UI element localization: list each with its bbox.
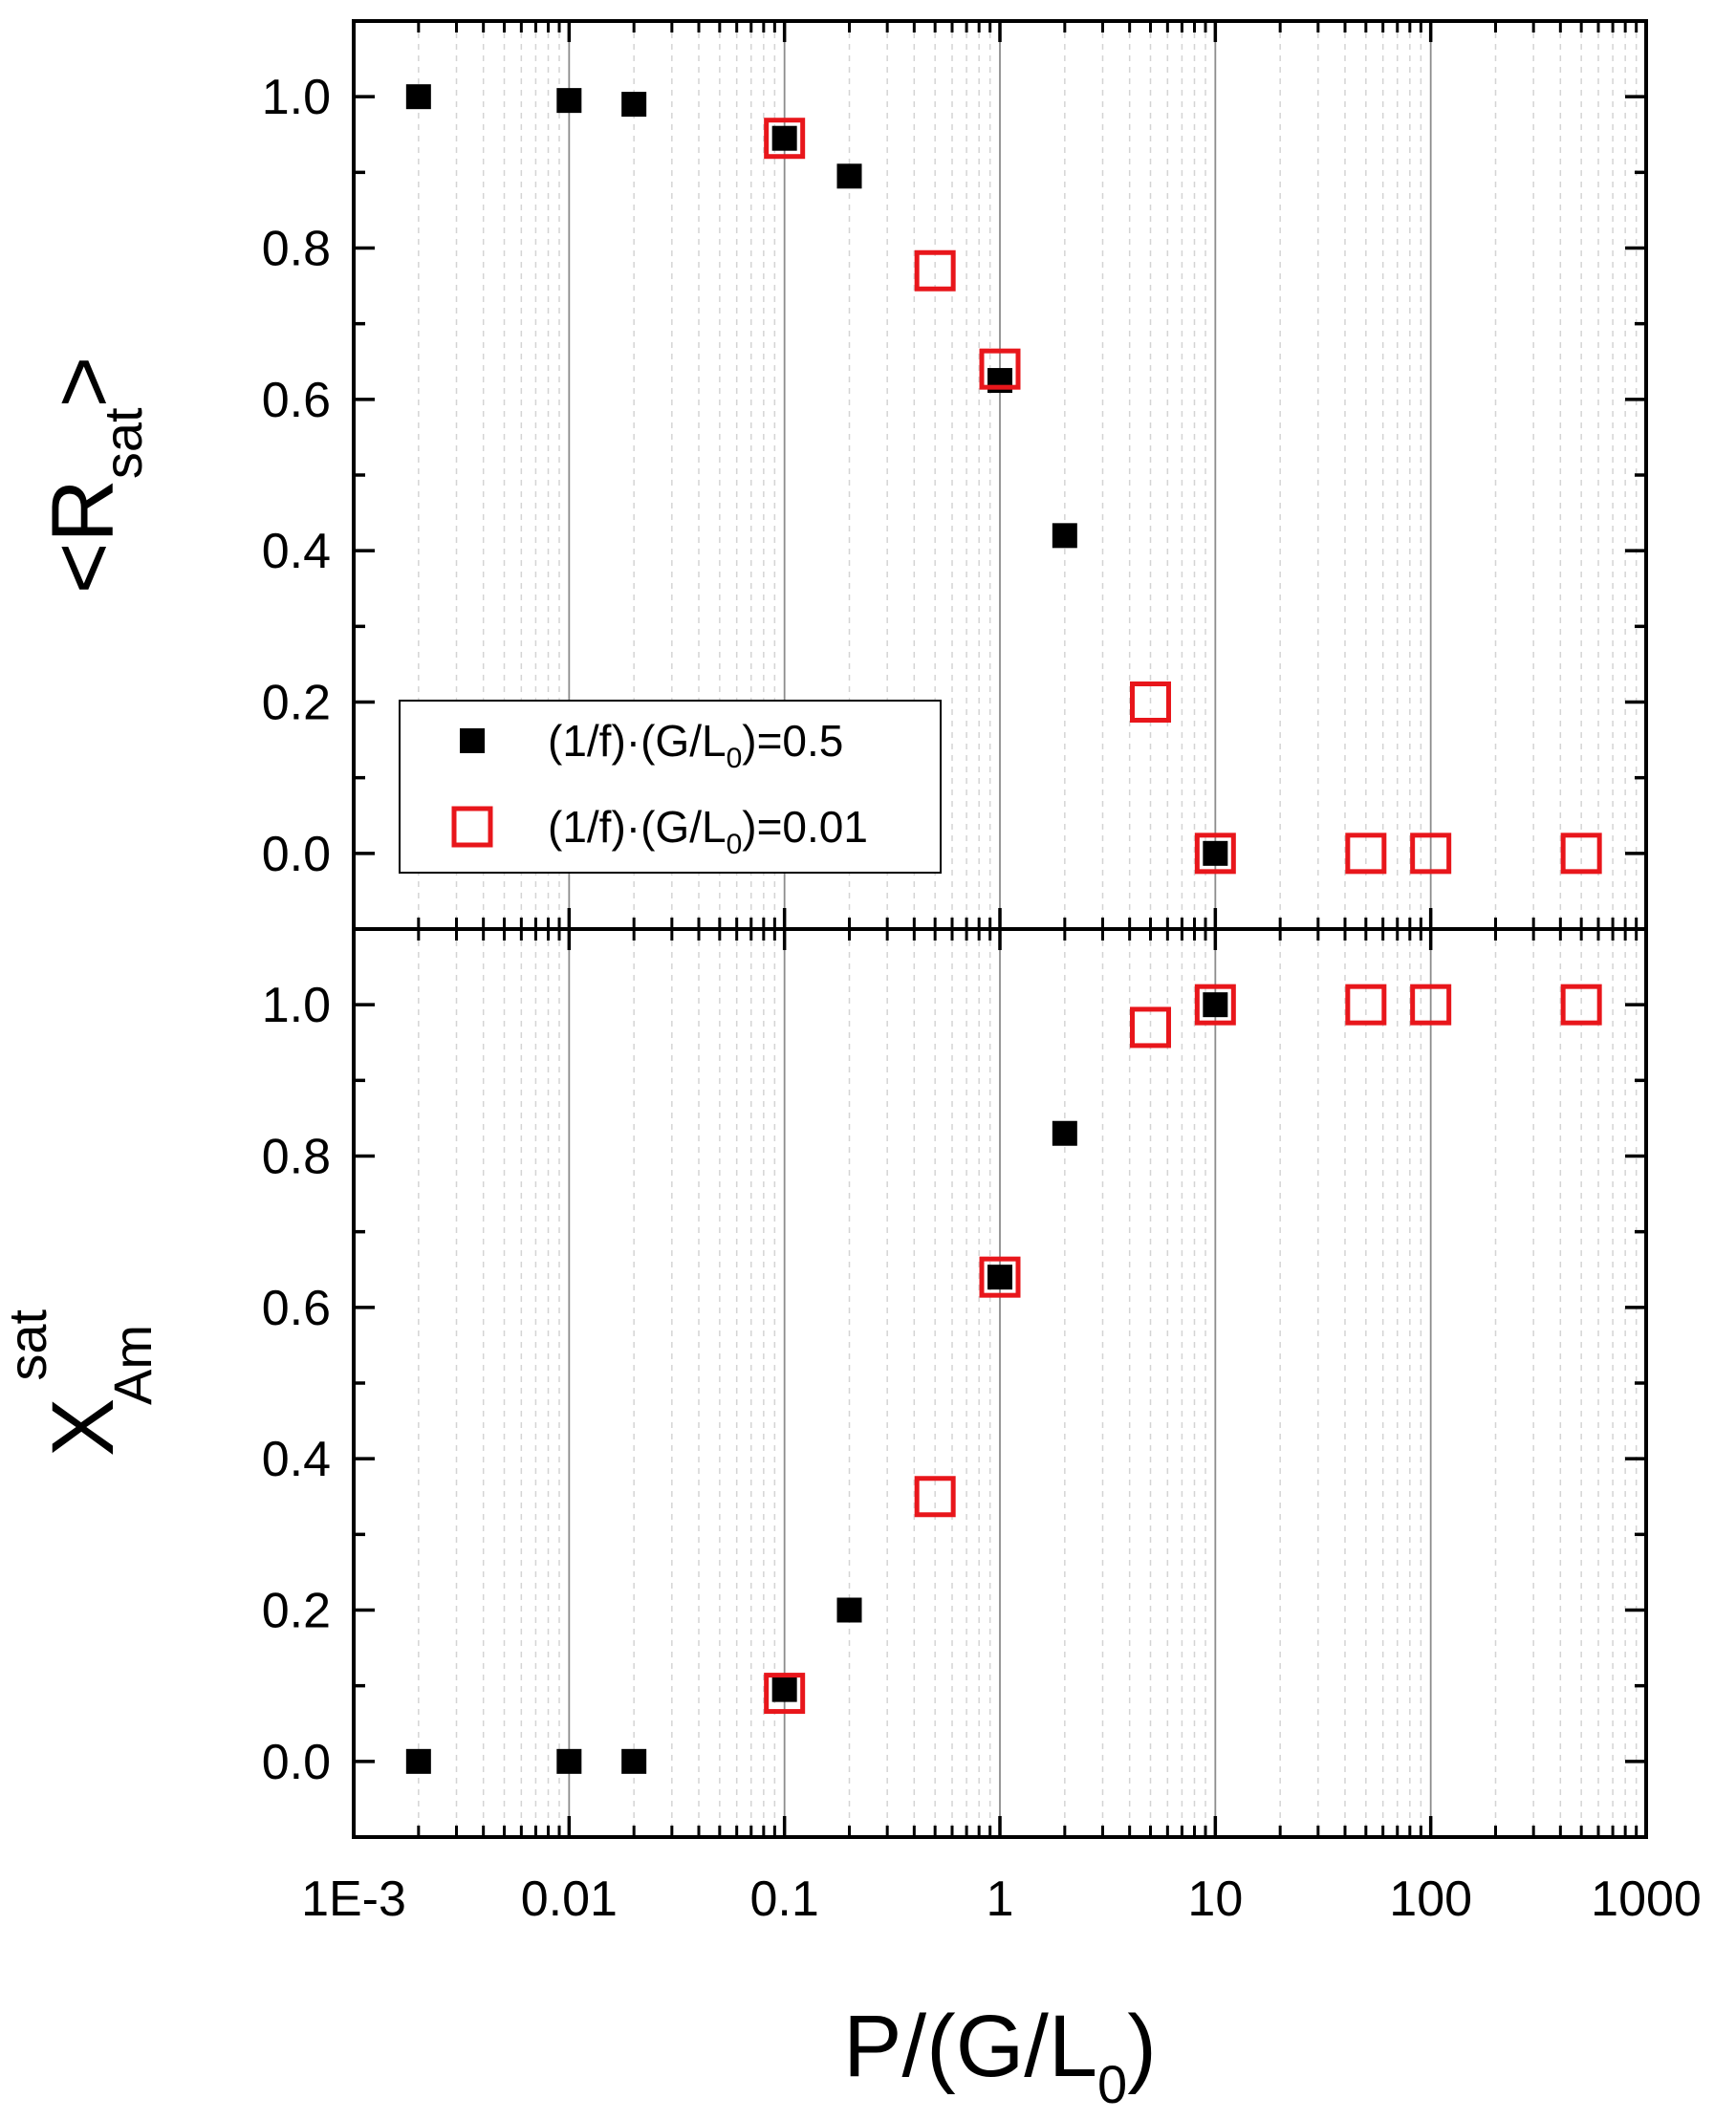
y-axis-title-end: > [34, 357, 132, 408]
y-tick-label: 0.0 [262, 1735, 331, 1790]
y-axis-title-sub: Am [102, 1325, 163, 1405]
data-point-s1 [621, 1748, 647, 1774]
data-point-s2 [764, 1673, 806, 1715]
x-tick-label: 10 [1187, 1871, 1243, 1927]
x-axis-title-main: P/(G/L [843, 1998, 1097, 2095]
x-tick-label: 100 [1389, 1871, 1472, 1927]
y-tick-label: 0.8 [262, 222, 331, 277]
data-point-s2 [764, 118, 806, 160]
x-tick-label: 0.1 [750, 1871, 819, 1927]
data-point-s2 [1410, 984, 1452, 1026]
data-point-s1 [1203, 840, 1228, 866]
data-point-s2 [979, 1256, 1021, 1298]
y-axis-title-top: <Rsat> [34, 357, 153, 595]
y-axis-title-main: <R [34, 479, 132, 594]
y-tick-label: 0.4 [262, 524, 331, 579]
data-point-s2 [1194, 984, 1236, 1026]
legend-label-main: (1/f)·(G/L [548, 802, 727, 852]
label-layer: 0.0 0.2 0.4 0.6 0.8 1.0 0.0 0.2 0.4 0.6 0.8 1.0 1E-3… [262, 70, 1702, 1927]
data-point-s2 [979, 348, 1021, 390]
legend-marker-s2 [451, 806, 493, 848]
x-tick-label: 0.01 [521, 1871, 618, 1927]
data-point-s1 [1052, 1120, 1077, 1146]
legend-label-sub: 0 [727, 829, 743, 860]
data-point-s1 [1052, 523, 1077, 549]
data-point-s2 [914, 249, 956, 292]
x-tick-label: 1000 [1591, 1871, 1702, 1927]
data-point-s1 [987, 1265, 1012, 1290]
data-point-s1 [621, 92, 647, 118]
data-point-s1 [556, 1748, 582, 1774]
x-tick-label: 1E-3 [301, 1871, 406, 1927]
y-tick-label: 0.6 [262, 1281, 331, 1336]
data-point-s2 [1194, 833, 1236, 875]
data-point-s1 [771, 1677, 797, 1702]
data-point-s2 [1130, 681, 1172, 723]
data-point-s1 [556, 88, 582, 114]
axis-titles: <Rsat>Xsat AmP/(G/L0) [0, 357, 1157, 2114]
y-axis-title-main: X [34, 1398, 132, 1457]
y-tick-label: 0.4 [262, 1432, 331, 1487]
y-tick-label: 1.0 [262, 978, 331, 1033]
legend-marker-s1 [460, 728, 485, 753]
y-axis-title-text: <Rsat> [34, 357, 153, 595]
data-point-s1 [836, 163, 862, 189]
x-axis-title-end: ) [1127, 1998, 1157, 2095]
y-axis-title-sub: sat [93, 407, 153, 479]
data-point-s2 [914, 1476, 956, 1518]
data-point-s1 [836, 1597, 862, 1623]
legend-label-end: )=0.01 [742, 802, 868, 852]
legend-label-end: )=0.5 [742, 716, 843, 766]
frame-layer [352, 19, 1648, 1839]
data-point-s1 [771, 125, 797, 151]
y-tick-label: 1.0 [262, 70, 331, 125]
plot-frame-bottom [352, 927, 1648, 1839]
x-tick-label: 1 [987, 1871, 1014, 1927]
y-tick-label: 0.0 [262, 827, 331, 882]
data-point-s2 [1410, 833, 1452, 875]
legend-label-main: (1/f)·(G/L [548, 716, 727, 766]
legend-label-s1: (1/f)·(G/L0)=0.5 [548, 716, 843, 774]
x-axis-title-sub: 0 [1097, 2054, 1127, 2114]
data-point-s2 [1560, 984, 1602, 1026]
y-axis-title-text: Xsat Am [0, 1309, 163, 1458]
marker-layer [405, 84, 1602, 1774]
legend: (1/f)·(G/L0)=0.5(1/f)·(G/L0)=0.01 [399, 700, 942, 874]
data-point-s2 [1345, 984, 1387, 1026]
y-tick-label: 0.2 [262, 676, 331, 731]
y-axis-title-bottom: Xsat Am [0, 1309, 163, 1458]
data-point-s1 [405, 84, 431, 110]
legend-label-s2: (1/f)·(G/L0)=0.01 [548, 802, 868, 860]
y-tick-label: 0.2 [262, 1584, 331, 1639]
data-point-s2 [1345, 833, 1387, 875]
y-tick-label: 0.8 [262, 1130, 331, 1185]
data-point-s1 [1203, 992, 1228, 1018]
y-tick-label: 0.6 [262, 373, 331, 428]
data-point-s1 [405, 1748, 431, 1774]
legend-label-sub: 0 [727, 743, 743, 774]
y-axis-title-sup: sat [0, 1309, 57, 1381]
data-point-s2 [1560, 833, 1602, 875]
x-axis-title: P/(G/L0) [843, 1998, 1157, 2114]
data-point-s2 [1130, 1006, 1172, 1049]
